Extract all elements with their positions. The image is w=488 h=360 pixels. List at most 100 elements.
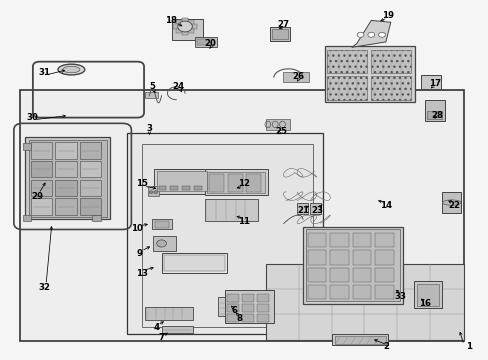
Bar (307, 250, 326, 265)
Bar (161, 253, 227, 273)
Bar (172, 19, 202, 40)
Bar (269, 27, 290, 41)
Bar (226, 304, 238, 312)
Bar (303, 226, 402, 304)
Text: 28: 28 (430, 111, 442, 120)
Bar (297, 203, 307, 214)
Bar (154, 169, 210, 194)
Bar (327, 50, 366, 73)
Bar (31, 142, 52, 159)
Bar (310, 203, 321, 214)
Text: 14: 14 (379, 201, 391, 210)
Ellipse shape (63, 66, 80, 73)
Bar (352, 267, 370, 282)
Text: 11: 11 (238, 217, 250, 226)
Bar (352, 250, 370, 265)
Text: 4: 4 (153, 323, 160, 332)
Bar (31, 161, 52, 177)
Bar (242, 314, 253, 322)
Bar (224, 291, 273, 323)
Bar (374, 267, 393, 282)
Bar (148, 186, 158, 196)
Bar (266, 264, 463, 339)
Bar (257, 314, 268, 322)
Bar (282, 72, 309, 82)
Bar (330, 267, 348, 282)
Circle shape (378, 32, 385, 37)
Circle shape (154, 191, 158, 194)
Circle shape (157, 240, 166, 247)
Bar (305, 229, 399, 301)
Text: 5: 5 (149, 82, 155, 91)
Bar (242, 304, 253, 312)
Text: 8: 8 (236, 314, 242, 323)
Bar (330, 250, 348, 265)
Bar (152, 220, 172, 229)
Bar (330, 285, 348, 299)
Bar (413, 282, 442, 309)
Bar (416, 284, 438, 306)
Text: 10: 10 (131, 224, 143, 233)
Bar (182, 31, 187, 35)
Bar (161, 325, 193, 333)
Bar (334, 336, 385, 344)
Bar (307, 267, 326, 282)
Text: 1: 1 (465, 342, 471, 351)
Text: 29: 29 (31, 192, 43, 201)
Bar (80, 198, 101, 215)
Bar (204, 199, 258, 221)
Bar (204, 169, 267, 195)
Bar (92, 143, 101, 149)
Bar (31, 198, 52, 215)
Bar (374, 250, 393, 265)
Text: 25: 25 (275, 127, 286, 136)
Bar (144, 92, 158, 98)
Bar (325, 46, 414, 102)
Bar (194, 37, 216, 46)
Text: 22: 22 (447, 201, 459, 210)
Bar (80, 180, 101, 196)
Bar (226, 314, 238, 322)
Bar (182, 18, 187, 22)
Bar (20, 90, 463, 341)
Bar (158, 186, 166, 190)
Bar (352, 285, 370, 299)
Text: 20: 20 (204, 39, 216, 48)
Bar (370, 76, 410, 100)
Text: 24: 24 (172, 82, 184, 91)
Bar (271, 30, 288, 40)
Bar (246, 174, 261, 192)
Circle shape (356, 32, 363, 37)
Circle shape (149, 191, 153, 194)
Text: 2: 2 (382, 342, 388, 351)
Bar (307, 233, 326, 247)
Text: 30: 30 (26, 113, 38, 122)
Text: 18: 18 (165, 16, 177, 25)
Bar (55, 142, 77, 159)
Bar (25, 137, 110, 220)
Bar (257, 304, 268, 312)
Text: 19: 19 (382, 10, 393, 19)
Bar (374, 233, 393, 247)
Bar (31, 180, 52, 196)
Bar (55, 161, 77, 177)
Bar (176, 29, 182, 33)
Bar (331, 334, 387, 345)
Bar (155, 221, 169, 228)
Bar (307, 285, 326, 299)
Bar (153, 236, 176, 251)
Text: 21: 21 (296, 206, 308, 215)
Bar (441, 192, 461, 213)
Bar (157, 171, 207, 192)
Bar (193, 186, 201, 190)
Bar (188, 29, 194, 33)
Bar (173, 24, 179, 29)
Text: 6: 6 (231, 306, 237, 315)
Bar (142, 144, 312, 327)
Bar (29, 140, 107, 217)
Text: 17: 17 (427, 79, 440, 88)
Bar (176, 20, 182, 24)
Bar (163, 255, 224, 271)
Text: 32: 32 (39, 283, 50, 292)
Bar (80, 161, 101, 177)
